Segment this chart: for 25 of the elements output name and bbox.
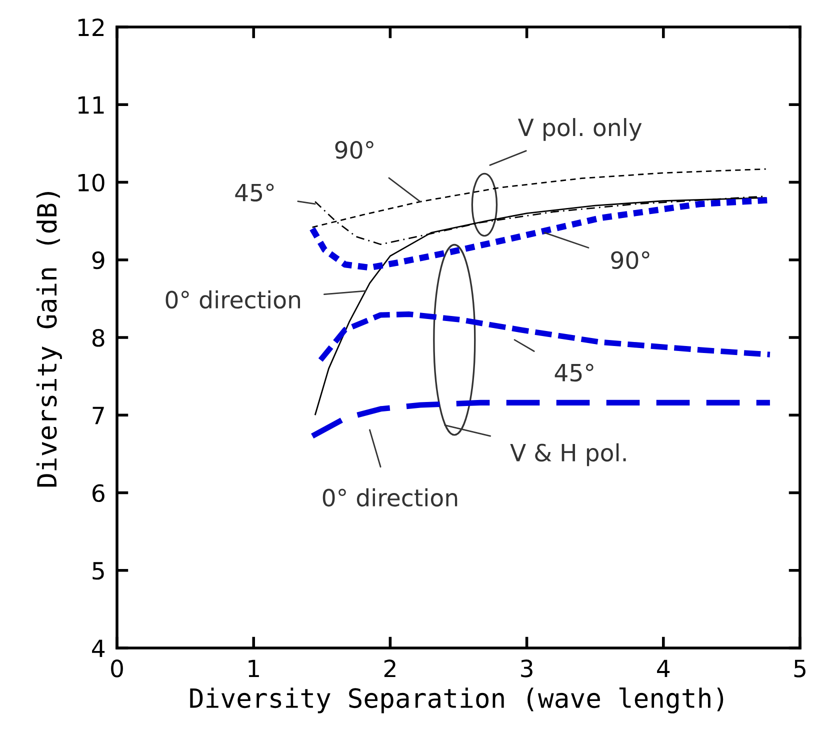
y-tick-label: 7 [92,406,104,424]
annotation: 0° direction [166,290,300,309]
annotation: 45° [554,364,594,382]
x-tick-label: 5 [794,660,806,678]
annotation: 0° direction [322,488,458,507]
y-tick-label: 12 [78,18,104,36]
x-axis-title: Diversity Separation (wave length) [190,688,724,714]
y-tick-label: 10 [78,174,104,192]
y-axis-title: Diversity Gain (dB) [36,192,62,487]
y-tick-label: 4 [92,640,105,657]
x-tick-label: 2 [384,660,396,678]
annotation: 45° [235,184,274,202]
y-tick-label: 5 [92,562,104,580]
annotation: 90° [611,251,650,270]
x-tick-label: 0 [111,660,123,678]
y-tick-label: 6 [92,484,104,502]
annotation: 90° [335,140,374,159]
y-tick-label: 9 [92,251,104,270]
x-tick-label: 3 [521,660,532,678]
y-tick-label: 8 [92,328,104,347]
annotation: V pol. only [518,118,642,141]
annotation: V & H pol. [510,443,626,466]
x-tick-label: 1 [248,660,259,678]
y-tick-label: 11 [78,96,104,114]
x-tick-label: 4 [657,660,670,678]
